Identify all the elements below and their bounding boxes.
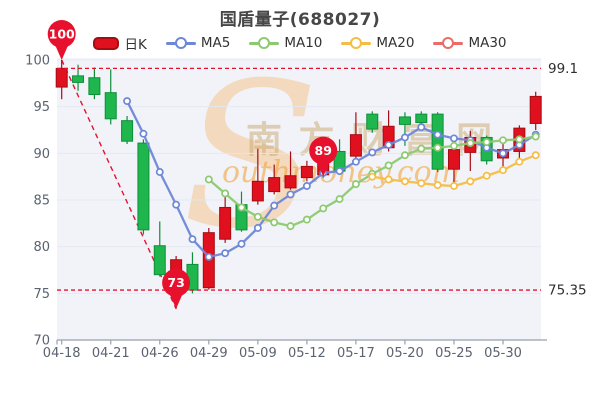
svg-text:04-21: 04-21 (92, 346, 130, 361)
legend-item-ma20[interactable]: MA20 (341, 35, 414, 51)
legend-label: MA10 (284, 35, 323, 51)
svg-text:90: 90 (33, 147, 50, 162)
marker-balloon: 89 (309, 136, 338, 177)
chart-legend: 日K MA5 MA10 MA20 MA30 (0, 33, 600, 53)
svg-text:70: 70 (33, 334, 50, 349)
line-circle-legend-icon (249, 37, 280, 49)
svg-text:05-09: 05-09 (239, 346, 277, 361)
legend-item-daily-k[interactable]: 日K (93, 33, 147, 53)
svg-text:100: 100 (49, 27, 75, 42)
svg-text:95: 95 (33, 100, 50, 115)
svg-text:05-20: 05-20 (386, 346, 424, 361)
page-title: 国盾量子(688027) (219, 10, 381, 30)
legend-label: MA30 (468, 35, 507, 51)
svg-text:75: 75 (33, 287, 50, 302)
legend-item-ma30[interactable]: MA30 (433, 35, 507, 51)
legend-label: MA20 (376, 35, 415, 51)
svg-text:100: 100 (25, 54, 50, 69)
svg-text:05-30: 05-30 (484, 346, 522, 361)
legend-item-ma5[interactable]: MA5 (165, 35, 231, 51)
marker-balloon: 73 (162, 268, 191, 309)
line-circle-legend-icon (341, 37, 372, 49)
svg-text:04-18: 04-18 (43, 346, 81, 361)
svg-text:89: 89 (315, 143, 332, 158)
legend-item-ma10[interactable]: MA10 (249, 35, 322, 51)
svg-text:05-17: 05-17 (337, 346, 375, 361)
svg-text:85: 85 (33, 194, 50, 209)
svg-text:05-12: 05-12 (288, 346, 326, 361)
svg-text:73: 73 (167, 275, 184, 290)
legend-label: MA5 (200, 35, 231, 51)
candle-legend-icon (93, 36, 120, 50)
svg-text:05-25: 05-25 (435, 346, 473, 361)
marker-balloon: 100 (47, 20, 76, 60)
svg-text:99.1: 99.1 (548, 61, 578, 77)
svg-text:75.35: 75.35 (548, 283, 587, 299)
svg-text:04-29: 04-29 (190, 346, 228, 361)
legend-label: 日K (124, 37, 147, 53)
svg-text:04-26: 04-26 (141, 346, 179, 361)
svg-text:80: 80 (33, 240, 50, 255)
line-circle-legend-icon (165, 37, 196, 49)
line-circle-legend-icon (433, 37, 464, 49)
